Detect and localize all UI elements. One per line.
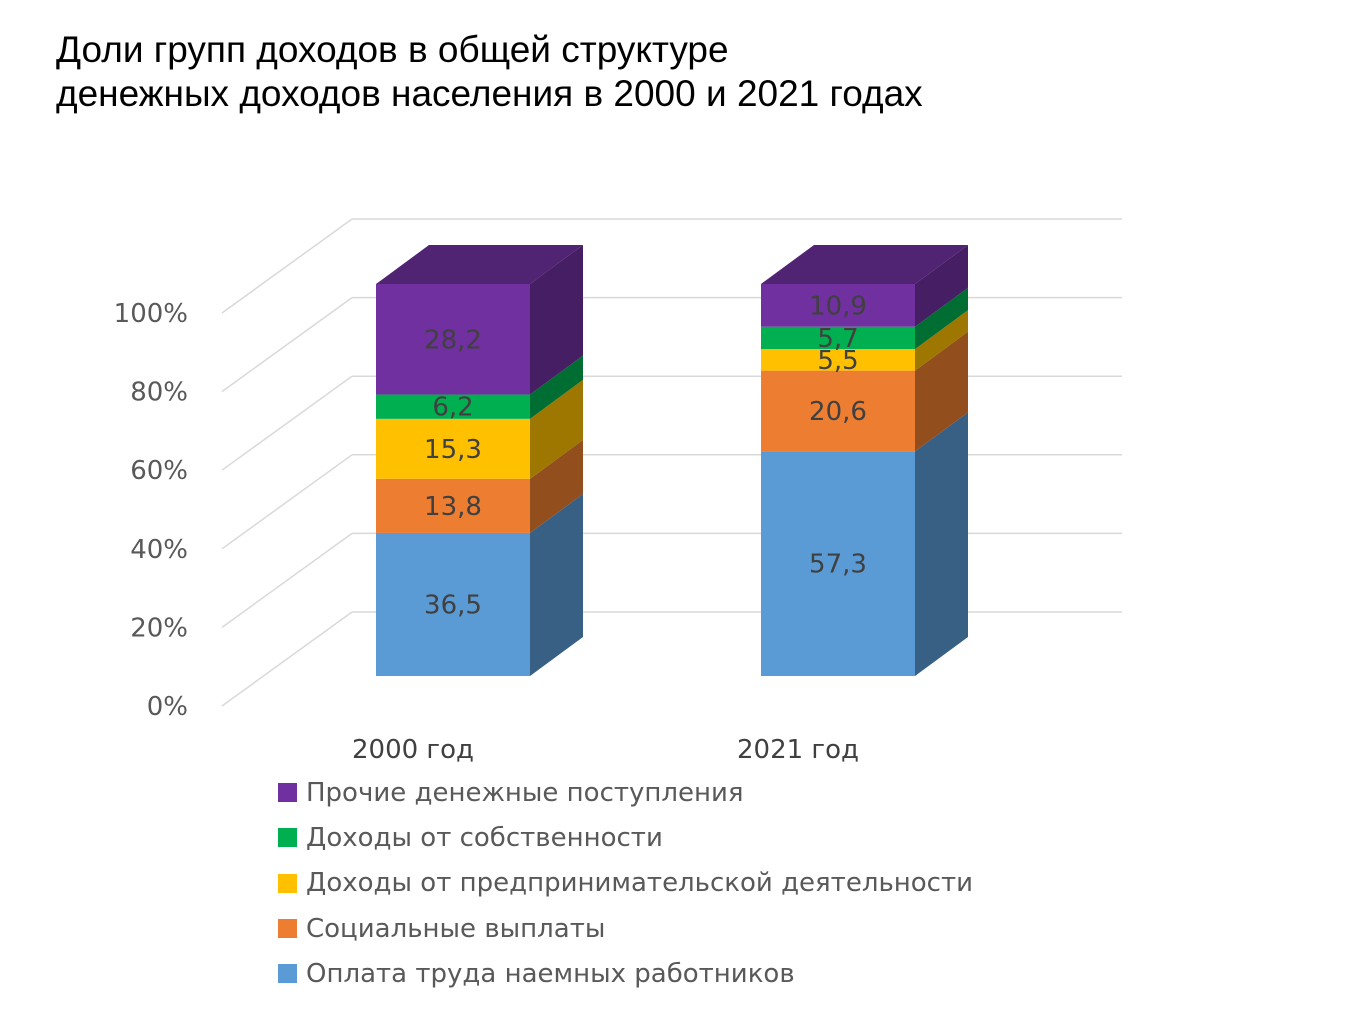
bar-side-segment	[915, 287, 968, 350]
legend-item: Оплата труда наемных работников	[278, 951, 973, 996]
data-label: 15,3	[424, 435, 482, 465]
bar-segment	[376, 532, 530, 676]
bar-segment	[761, 284, 915, 327]
bar-side-segment	[530, 439, 583, 533]
bar-segment	[376, 418, 530, 479]
data-label: 57,3	[809, 550, 867, 580]
data-label: 13,8	[424, 492, 482, 522]
bar-segment	[761, 451, 915, 676]
bar-side-segment	[530, 379, 583, 479]
data-label: 10,9	[809, 291, 867, 321]
y-tick-label: 80%	[130, 378, 188, 408]
stacked-bar-chart: 0% 20% 40% 60% 80% 100% 36,5 13,8 15,3 6,2 28,2 200…	[114, 218, 1122, 765]
chart-legend: Прочие денежные поступления Доходы от соб…	[278, 770, 973, 996]
y-tick-label: 40%	[130, 535, 188, 565]
y-tick-label: 20%	[130, 613, 188, 643]
data-label: 28,2	[424, 325, 482, 355]
legend-swatch	[278, 964, 297, 984]
bar-side-segment	[915, 331, 968, 452]
bar-top-face	[761, 245, 968, 284]
legend-label: Прочие денежные поступления	[306, 777, 744, 808]
chart-title-line-1: Доли групп доходов в общей структуре	[56, 29, 729, 70]
bar-segment	[376, 478, 530, 533]
legend-label: Оплата труда наемных работников	[306, 958, 795, 989]
bar-side-segment	[530, 493, 583, 676]
bar-side-segment	[915, 245, 968, 327]
data-label: 36,5	[424, 590, 482, 620]
bar-side-segment	[915, 310, 968, 371]
bar-side-segment	[915, 412, 968, 676]
gridline-side	[221, 218, 353, 314]
gridline-side	[221, 454, 353, 550]
data-label: 5,7	[817, 324, 858, 354]
legend-swatch	[278, 783, 297, 803]
legend-label: Социальные выплаты	[306, 913, 606, 944]
bar-segment	[376, 284, 530, 395]
legend-swatch	[278, 828, 297, 848]
x-tick-label: 2000 год	[352, 735, 474, 765]
gridline-side	[221, 532, 353, 629]
bar-side-segment	[530, 245, 583, 395]
bar-segment	[376, 394, 530, 419]
chart-title: Доли групп доходов в общей структуре ден…	[56, 28, 1256, 116]
legend-item: Доходы от предпринимательской деятельнос…	[278, 861, 973, 906]
x-tick-label: 2021 год	[737, 735, 859, 765]
bar-top-face	[376, 245, 583, 284]
data-label: 5,5	[817, 346, 858, 376]
data-label: 6,2	[432, 393, 473, 423]
legend-label: Доходы от предпринимательской деятельнос…	[306, 868, 974, 899]
legend-item: Социальные выплаты	[278, 906, 973, 951]
y-tick-label: 0%	[147, 692, 188, 722]
legend-swatch	[278, 873, 297, 893]
gridline-side	[221, 611, 353, 707]
bar-segment	[761, 326, 915, 350]
bar-side-segment	[530, 355, 583, 419]
legend-item: Доходы от собственности	[278, 815, 973, 860]
legend-item: Прочие денежные поступления	[278, 770, 973, 815]
data-label: 20,6	[809, 397, 867, 427]
gridline-side	[221, 375, 353, 471]
bar-segment	[761, 370, 915, 452]
bar-segment	[761, 349, 915, 371]
chart-title-line-2: денежных доходов населения в 2000 и 2021…	[56, 73, 923, 114]
legend-label: Доходы от собственности	[306, 822, 663, 853]
y-tick-label: 100%	[114, 299, 188, 329]
y-tick-label: 60%	[130, 456, 188, 486]
gridline-side	[221, 296, 353, 393]
legend-swatch	[278, 919, 297, 939]
